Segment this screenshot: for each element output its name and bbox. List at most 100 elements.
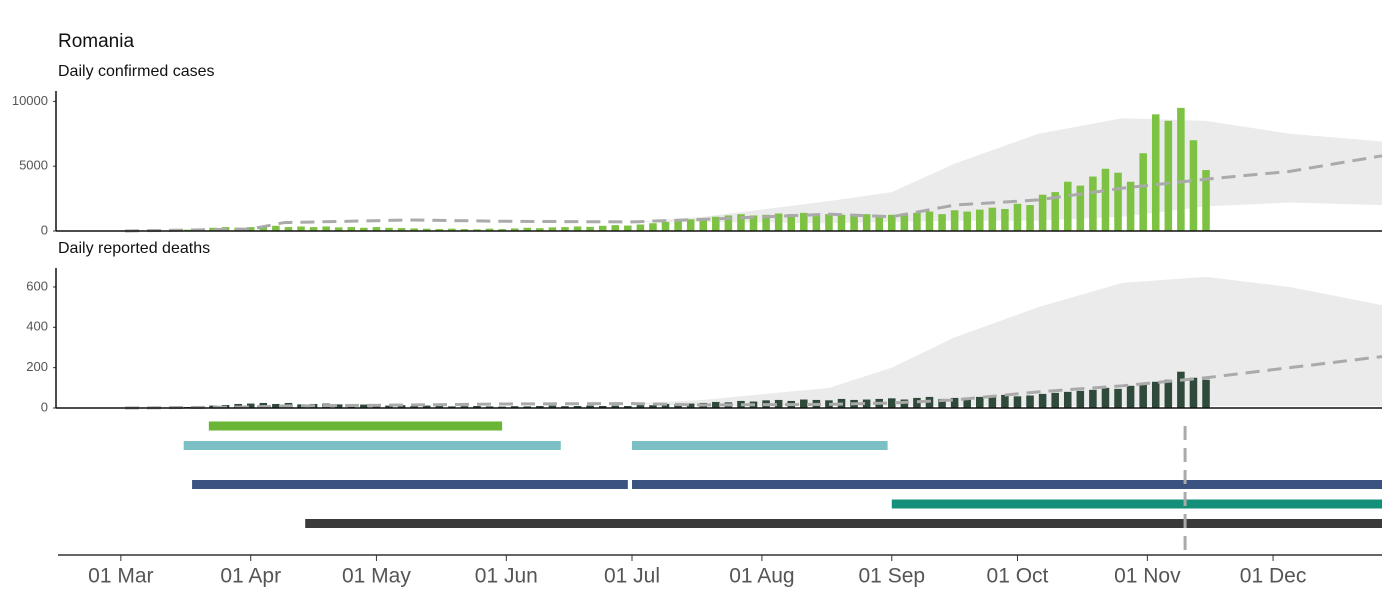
bar <box>1089 389 1097 408</box>
bar <box>888 214 896 231</box>
bar <box>624 405 632 408</box>
bar <box>360 227 368 231</box>
bar <box>837 214 846 231</box>
bar <box>209 405 217 408</box>
bar <box>448 228 456 231</box>
chart-title: Romania <box>58 31 134 52</box>
bar <box>1038 393 1047 408</box>
y-tick-label: 0 <box>41 399 48 414</box>
bar <box>976 396 984 408</box>
bar <box>498 229 506 231</box>
bar <box>259 226 268 231</box>
bar <box>1189 140 1198 231</box>
bar <box>888 398 896 408</box>
bar <box>1164 379 1173 408</box>
x-tick-label: 01 Nov <box>1114 565 1181 588</box>
panel-subtitle: Daily reported deaths <box>58 240 210 257</box>
bar <box>1126 181 1135 231</box>
bar <box>598 405 607 408</box>
bar <box>862 399 871 408</box>
bar <box>473 405 481 408</box>
y-tick-label: 0 <box>41 222 48 237</box>
bar <box>246 403 255 408</box>
bar <box>950 397 959 408</box>
bar <box>397 405 406 408</box>
bar <box>1026 205 1034 231</box>
projection-line <box>125 355 1383 410</box>
bar <box>850 215 858 231</box>
bar <box>737 214 745 231</box>
bar <box>1038 194 1047 231</box>
bar <box>448 406 456 408</box>
bar <box>800 399 808 408</box>
bar <box>1202 170 1210 231</box>
bar <box>913 397 921 408</box>
bar <box>272 403 280 408</box>
bar <box>246 227 255 231</box>
bar <box>699 218 708 231</box>
bar <box>422 228 431 231</box>
bar <box>774 213 783 231</box>
bar <box>1063 181 1072 231</box>
bar <box>510 228 519 231</box>
bar <box>1189 377 1198 408</box>
projection-line <box>125 154 1383 233</box>
bar <box>1013 396 1022 408</box>
bar <box>1151 381 1160 408</box>
bar <box>988 207 997 231</box>
x-tick-label: 01 Jul <box>604 565 660 588</box>
bar <box>1114 388 1122 408</box>
bar <box>397 228 406 231</box>
bar <box>825 400 833 408</box>
x-tick-label: 01 Dec <box>1240 565 1307 588</box>
projection-band <box>125 276 1383 408</box>
bar <box>510 406 519 408</box>
bar <box>749 215 758 231</box>
bar <box>297 226 305 231</box>
x-tick-label: 01 Apr <box>220 565 281 588</box>
bar <box>272 225 280 231</box>
bar <box>410 228 418 231</box>
bar <box>636 404 645 408</box>
bar <box>900 214 909 231</box>
bar <box>925 211 934 231</box>
bar <box>435 229 444 231</box>
bar <box>1063 391 1072 408</box>
y-tick-label: 200 <box>26 359 48 374</box>
bar <box>284 227 293 231</box>
bar <box>724 215 733 231</box>
bar <box>686 219 695 231</box>
y-tick-label: 10000 <box>12 93 48 108</box>
bar <box>586 405 594 408</box>
bar <box>875 215 883 231</box>
y-tick-label: 5000 <box>19 158 48 173</box>
panel-subtitle: Daily confirmed cases <box>58 63 215 80</box>
bar <box>624 225 632 231</box>
bar <box>963 397 971 408</box>
bar <box>636 224 645 231</box>
bar <box>1139 153 1147 231</box>
bar <box>548 227 557 231</box>
bar <box>611 405 620 408</box>
bar <box>825 214 833 231</box>
x-tick-label: 01 Aug <box>729 565 794 588</box>
bar <box>938 398 946 408</box>
bar <box>573 405 582 408</box>
x-tick-label: 01 Sep <box>859 565 926 588</box>
bar <box>938 214 946 231</box>
bar <box>649 405 657 408</box>
bar <box>1126 385 1135 408</box>
bar <box>686 403 695 408</box>
bar <box>485 228 494 231</box>
bar <box>334 227 343 231</box>
bar <box>422 405 431 408</box>
bar <box>1076 390 1085 408</box>
bar <box>787 214 795 231</box>
bar <box>862 214 871 231</box>
bar <box>1026 395 1034 408</box>
bar <box>385 227 393 231</box>
bar <box>586 226 594 231</box>
bar <box>800 212 808 231</box>
bar <box>460 229 469 231</box>
